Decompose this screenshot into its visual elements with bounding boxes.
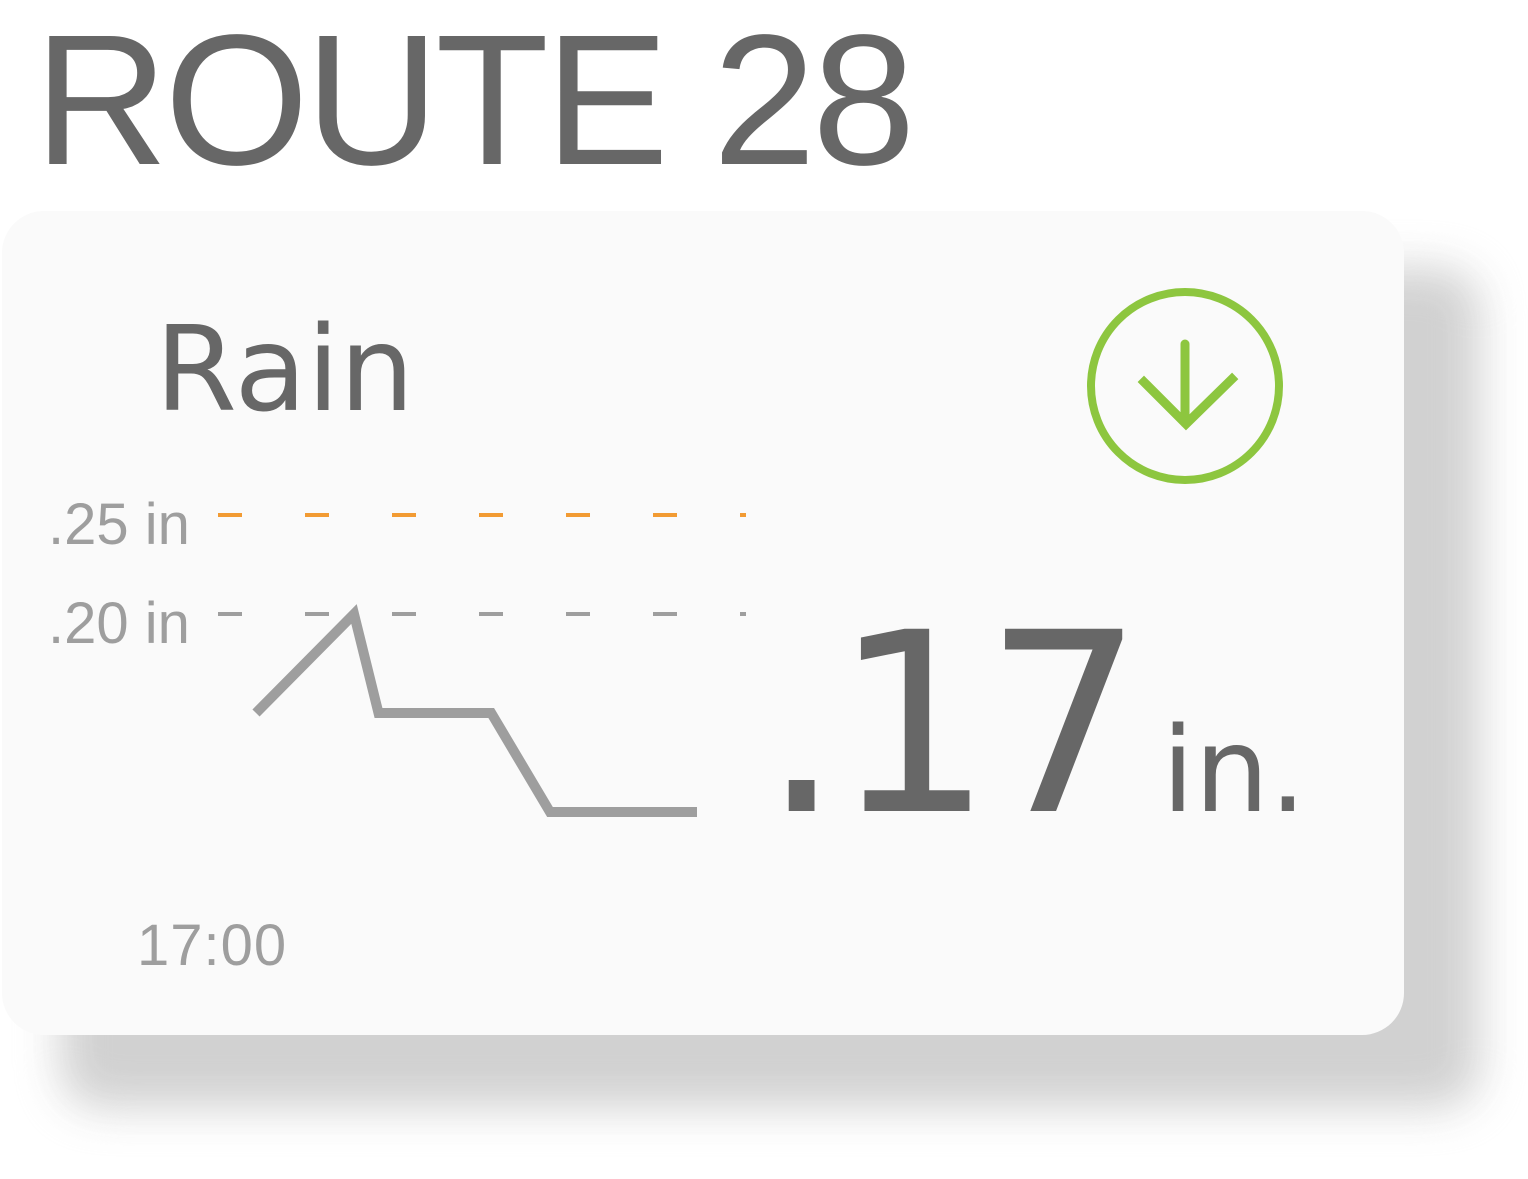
trend-icon-arrow-head (1137, 372, 1239, 431)
route-title: ROUTE 28 (34, 0, 916, 204)
rain-value: .17 (762, 579, 1144, 870)
chart-ticks: .25 in .20 in (48, 492, 746, 656)
rain-value-group: .17 in. (762, 600, 1307, 850)
trend-icon-ring (1087, 288, 1283, 484)
rain-series-line (252, 604, 697, 817)
metric-label: Rain (155, 300, 415, 438)
rain-card[interactable] (2, 211, 1404, 1035)
rain-unit: in. (1161, 701, 1307, 839)
arrow-down-circle-icon (1087, 288, 1283, 484)
x-start-label: 17:00 (137, 913, 287, 978)
y-tick-label-1: .20 in (48, 591, 190, 656)
y-tick-label-0: .25 in (48, 492, 190, 557)
